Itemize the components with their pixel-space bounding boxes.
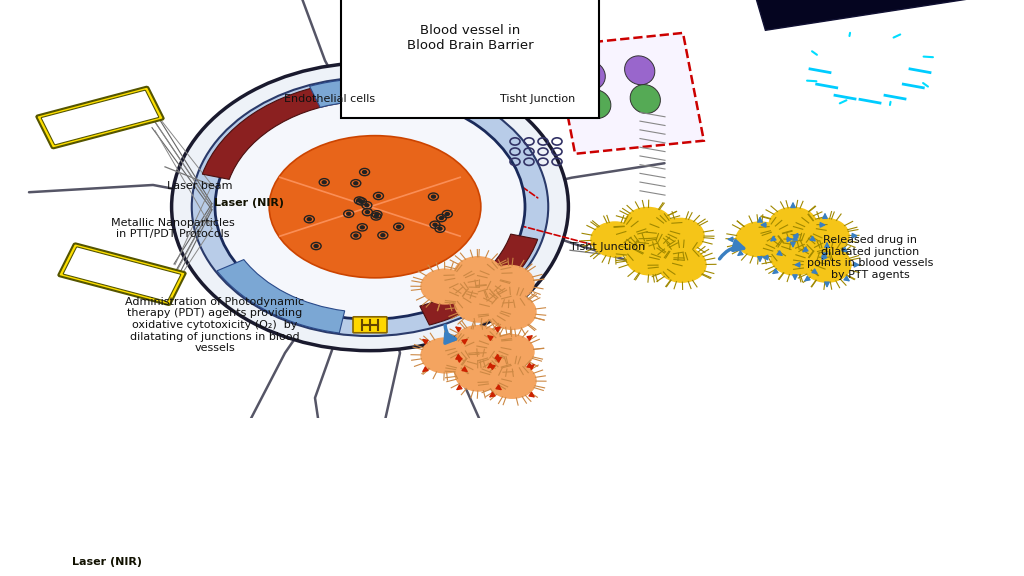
Circle shape [445, 213, 450, 215]
Circle shape [307, 218, 311, 221]
Circle shape [454, 257, 502, 291]
Circle shape [454, 325, 502, 361]
Text: Laser beam: Laser beam [167, 181, 232, 191]
Circle shape [357, 199, 361, 202]
Text: Tisht Junction: Tisht Junction [570, 242, 645, 252]
Text: Metallic Nanoparticles
in PTT/PDT Protocols: Metallic Nanoparticles in PTT/PDT Protoc… [112, 218, 234, 239]
Circle shape [366, 211, 370, 214]
Ellipse shape [191, 77, 548, 336]
Circle shape [736, 222, 784, 257]
Wedge shape [217, 260, 345, 333]
Wedge shape [309, 78, 459, 115]
Ellipse shape [625, 56, 654, 85]
Wedge shape [420, 234, 538, 325]
Circle shape [421, 338, 469, 373]
FancyBboxPatch shape [37, 87, 164, 148]
FancyBboxPatch shape [41, 90, 159, 145]
Circle shape [488, 363, 536, 398]
Circle shape [771, 240, 819, 275]
Text: Released drug in
dilatated junction
points in blood vessels
by PTT agents: Released drug in dilatated junction poin… [807, 235, 933, 280]
Circle shape [431, 195, 435, 198]
Circle shape [591, 222, 639, 257]
Text: Blood vessel in
Blood Brain Barrier: Blood vessel in Blood Brain Barrier [407, 24, 534, 52]
Circle shape [362, 170, 367, 173]
Circle shape [486, 266, 534, 300]
Circle shape [486, 335, 534, 369]
Circle shape [488, 294, 536, 329]
Circle shape [374, 215, 378, 218]
Ellipse shape [215, 94, 525, 319]
Circle shape [365, 204, 369, 207]
Circle shape [359, 200, 364, 203]
Ellipse shape [172, 63, 568, 351]
Circle shape [354, 182, 357, 185]
Text: Laser (NIR): Laser (NIR) [214, 198, 285, 208]
Circle shape [375, 213, 379, 216]
Wedge shape [203, 83, 345, 179]
Circle shape [439, 217, 443, 219]
Ellipse shape [630, 85, 660, 113]
Circle shape [769, 207, 817, 242]
FancyBboxPatch shape [58, 244, 185, 305]
FancyBboxPatch shape [353, 81, 387, 97]
FancyBboxPatch shape [727, 0, 1000, 31]
Circle shape [381, 234, 385, 237]
Circle shape [656, 218, 705, 253]
Text: Administration of Photodynamic
therapy (PDT) agents providing
oxidative cytotoxi: Administration of Photodynamic therapy (… [125, 297, 304, 353]
Circle shape [360, 226, 365, 229]
Text: Endothelial cells: Endothelial cells [285, 94, 376, 104]
Circle shape [803, 247, 851, 282]
Circle shape [396, 225, 400, 228]
Ellipse shape [575, 61, 605, 90]
Circle shape [455, 287, 503, 322]
Circle shape [314, 245, 318, 248]
Circle shape [323, 181, 327, 184]
FancyBboxPatch shape [63, 247, 181, 301]
Circle shape [801, 218, 849, 253]
Circle shape [658, 247, 706, 282]
Circle shape [438, 228, 442, 230]
Text: Laser (NIR): Laser (NIR) [73, 557, 142, 567]
Circle shape [626, 240, 674, 275]
FancyBboxPatch shape [554, 33, 703, 154]
Circle shape [421, 269, 469, 304]
Circle shape [624, 207, 672, 242]
Circle shape [354, 234, 358, 237]
Ellipse shape [269, 135, 481, 278]
Circle shape [433, 223, 437, 226]
Circle shape [455, 356, 503, 391]
FancyBboxPatch shape [353, 317, 387, 333]
Text: Tisht Junction: Tisht Junction [500, 94, 575, 104]
Circle shape [377, 195, 381, 198]
Ellipse shape [581, 90, 611, 119]
Circle shape [347, 213, 350, 215]
